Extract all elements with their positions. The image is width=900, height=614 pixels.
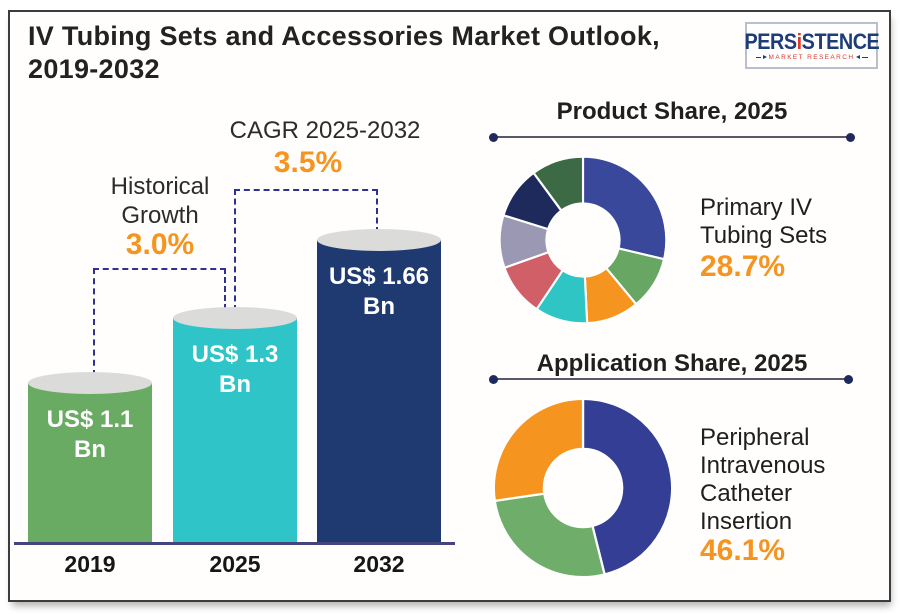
bar-2032-top-ellipse xyxy=(317,229,441,251)
application-share-highlight-value: 46.1% xyxy=(700,534,786,567)
cagr-annotation-value: 3.5% xyxy=(273,146,343,179)
product-share-highlight-name: Primary IV Tubing Sets xyxy=(700,194,828,249)
logo-tagline-row: MARKET RESEARCH xyxy=(755,53,868,61)
bar-2032: US$ 1.66 Bn xyxy=(317,229,441,544)
product-share-donut xyxy=(498,155,668,325)
bar-2019: US$ 1.1 Bn xyxy=(28,372,152,544)
bar-2032-body xyxy=(317,240,441,544)
x-label-2019: 2019 xyxy=(64,551,116,577)
growth-bracket-line xyxy=(93,268,226,270)
cagr-bracket-line xyxy=(234,189,236,311)
cagr-bracket-line xyxy=(376,189,378,233)
product-share-divider-dot-left xyxy=(489,133,498,142)
page-title-line1: IV Tubing Sets and Accessories Market Ou… xyxy=(28,21,660,51)
application-share-title: Application Share, 2025 xyxy=(536,350,808,377)
page-title: IV Tubing Sets and Accessories Market Ou… xyxy=(28,20,728,86)
bar-2025-value-label: US$ 1.3 Bn xyxy=(191,341,279,398)
logo-wordmark-i: i xyxy=(796,28,802,54)
growth-bracket-line xyxy=(93,268,95,376)
application-share-divider-dot-right xyxy=(844,375,853,384)
bar-2025: US$ 1.3 Bn xyxy=(173,307,297,544)
application-share-donut xyxy=(492,397,674,579)
logo-wordmark: PERSiSTENCE xyxy=(744,28,879,54)
product-share-divider xyxy=(493,136,850,138)
bar-2019-body xyxy=(28,383,152,544)
product-share-title: Product Share, 2025 xyxy=(556,98,788,125)
logo-tagline: MARKET RESEARCH xyxy=(768,53,855,61)
bar-2032-value-label: US$ 1.66 Bn xyxy=(328,263,430,320)
x-label-2032: 2032 xyxy=(353,551,405,577)
logo-arrow-left-icon xyxy=(762,55,767,59)
application-share-divider-dot-left xyxy=(489,375,498,384)
bar-2019-value-label: US$ 1.1 Bn xyxy=(46,406,134,463)
x-label-2025: 2025 xyxy=(209,551,261,577)
infographic-frame xyxy=(8,10,891,602)
growth-bracket-line xyxy=(224,268,226,310)
brand-logo: PERSiSTENCE MARKET RESEARCH xyxy=(744,22,879,69)
cagr-bracket-line xyxy=(234,189,378,191)
bar-2025-top-ellipse xyxy=(173,307,297,329)
logo-arrow-right-icon xyxy=(856,55,861,59)
logo-rule-left xyxy=(755,56,761,58)
historical-growth-value: 3.0% xyxy=(125,228,195,261)
logo-rule-right xyxy=(862,56,868,58)
application-share-divider xyxy=(493,378,848,380)
application-share-highlight-name: Peripheral Intravenous Catheter Insertio… xyxy=(700,424,826,535)
cagr-annotation-label: CAGR 2025-2032 xyxy=(229,117,421,144)
historical-growth-label: Historical Growth xyxy=(110,173,210,229)
bar-2019-top-ellipse xyxy=(28,372,152,394)
bar-2025-body xyxy=(173,318,297,544)
product-share-divider-dot-right xyxy=(846,133,855,142)
x-axis-line xyxy=(14,542,455,545)
page-title-line2: 2019-2032 xyxy=(28,54,160,84)
product-share-highlight-value: 28.7% xyxy=(700,250,786,283)
logo-wordmark-post: STENCE xyxy=(801,28,879,54)
logo-wordmark-pre: PERS xyxy=(744,28,797,54)
